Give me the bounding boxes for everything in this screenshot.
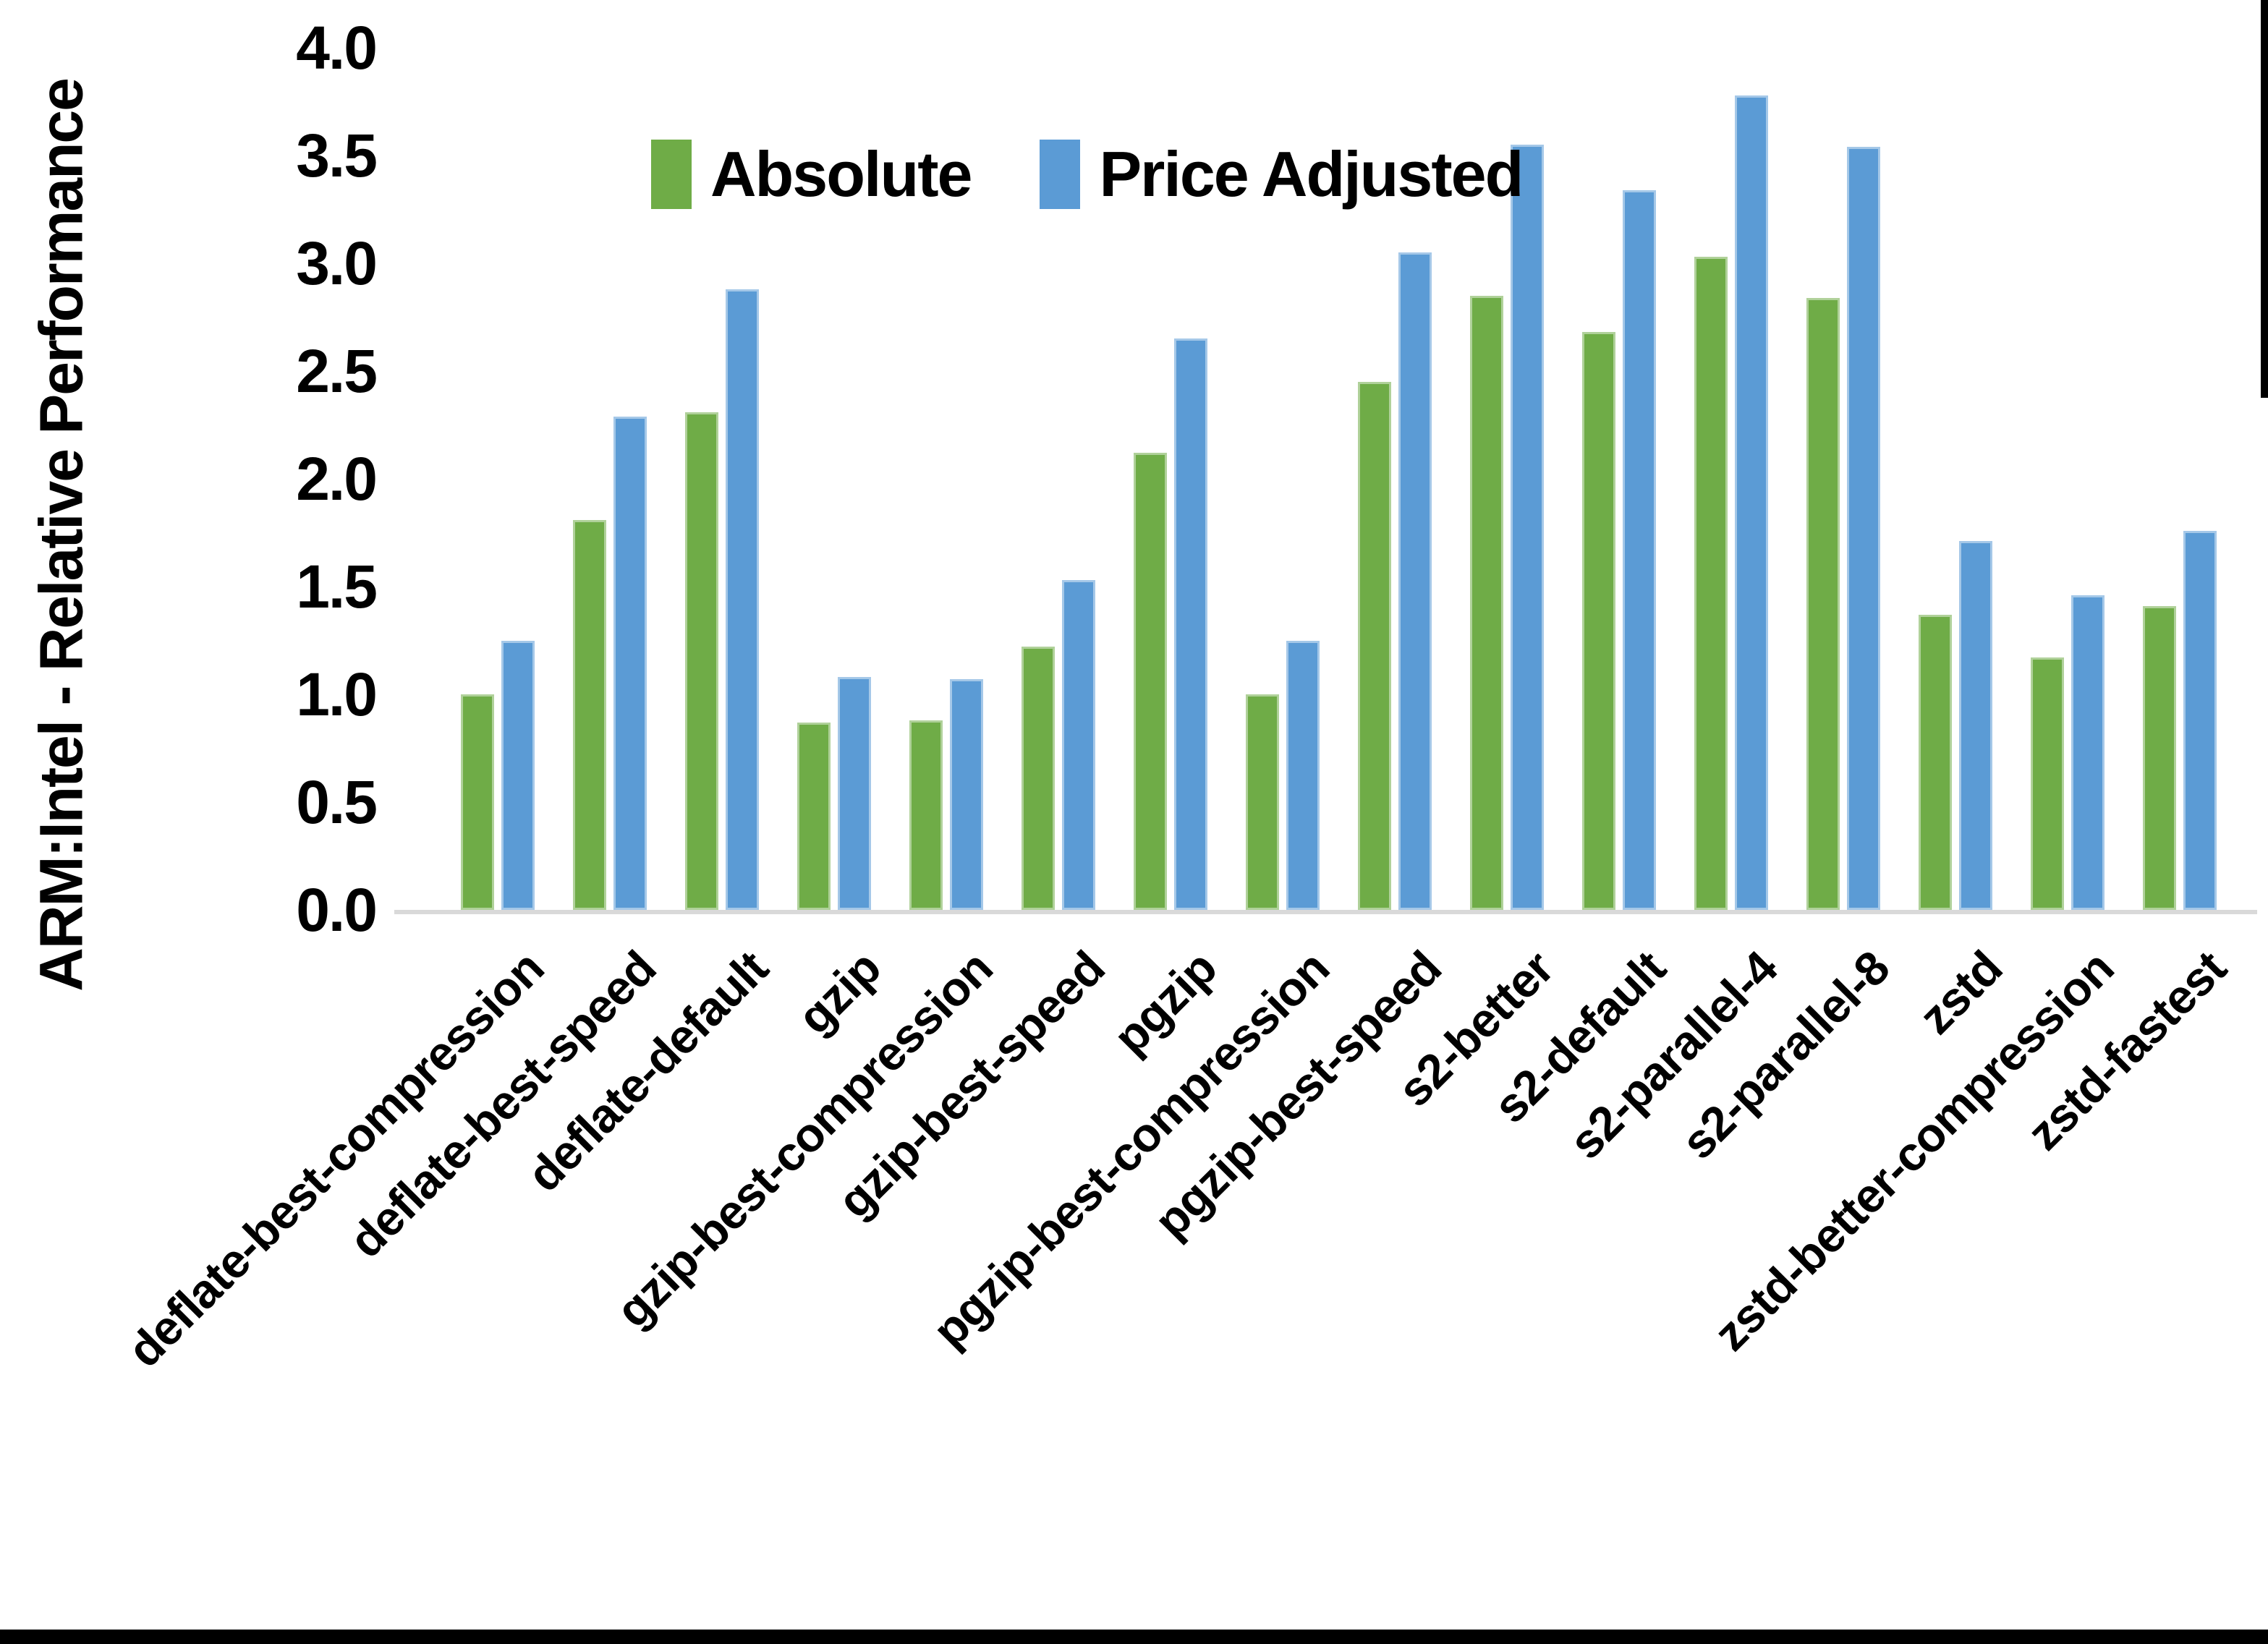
right-border-line xyxy=(2261,0,2268,398)
legend-item: Absolute xyxy=(651,137,972,211)
bar-price-adjusted xyxy=(1286,640,1320,910)
bar-absolute xyxy=(1918,614,1952,910)
bottom-border-line xyxy=(0,1630,2268,1644)
bar-price-adjusted xyxy=(613,416,647,910)
legend-item: Price Adjusted xyxy=(1040,137,1524,211)
bar-price-adjusted xyxy=(949,679,983,910)
bar-absolute xyxy=(460,694,494,910)
y-tick-label: 3.5 xyxy=(296,122,378,189)
bar-absolute xyxy=(1469,295,1503,910)
bar-price-adjusted xyxy=(2183,530,2217,910)
y-tick-label: 2.0 xyxy=(296,445,378,513)
legend-swatch-icon xyxy=(651,140,692,209)
bar-absolute xyxy=(1694,257,1728,910)
y-tick-label: 4.0 xyxy=(296,14,378,82)
y-tick-label: 0.5 xyxy=(296,768,378,836)
bar-price-adjusted xyxy=(837,677,871,910)
y-tick-label: 3.0 xyxy=(296,229,378,297)
y-tick-label: 2.5 xyxy=(296,337,378,405)
y-tick-label: 0.0 xyxy=(296,876,378,944)
bar-price-adjusted xyxy=(1734,95,1768,910)
bar-absolute xyxy=(2142,605,2176,910)
bar-absolute xyxy=(909,720,943,910)
bar-price-adjusted xyxy=(1846,147,1880,910)
legend-label: Price Adjusted xyxy=(1099,138,1524,210)
bar-price-adjusted xyxy=(1173,338,1207,910)
y-tick-label: 1.0 xyxy=(296,660,378,728)
bar-absolute xyxy=(1357,381,1391,910)
bar-absolute xyxy=(572,519,606,910)
legend: Absolute Price Adjusted xyxy=(651,137,1524,211)
bar-absolute xyxy=(1806,297,1840,910)
y-tick-label: 1.5 xyxy=(296,553,378,621)
bar-price-adjusted xyxy=(1958,541,1992,910)
bar-absolute xyxy=(797,722,831,910)
bar-price-adjusted xyxy=(501,640,535,910)
bar-price-adjusted xyxy=(1622,189,1656,910)
bar-absolute xyxy=(1245,694,1279,910)
bar-price-adjusted xyxy=(725,289,759,910)
legend-swatch-icon xyxy=(1040,140,1081,209)
bar-absolute xyxy=(2030,657,2064,910)
legend-label: Absolute xyxy=(710,138,972,210)
bar-price-adjusted xyxy=(1510,145,1544,910)
bar-absolute xyxy=(1021,647,1055,910)
bar-absolute xyxy=(1133,453,1167,910)
bar-price-adjusted xyxy=(1061,580,1095,910)
x-axis-line xyxy=(394,910,2257,914)
bar-price-adjusted xyxy=(2070,595,2105,910)
bar-absolute xyxy=(1581,332,1615,910)
bar-price-adjusted xyxy=(1398,252,1432,910)
y-axis-tick-labels: 0.0 0.5 1.0 1.5 2.0 2.5 3.0 3.5 4.0 xyxy=(0,0,378,1013)
bar-absolute xyxy=(684,412,718,910)
